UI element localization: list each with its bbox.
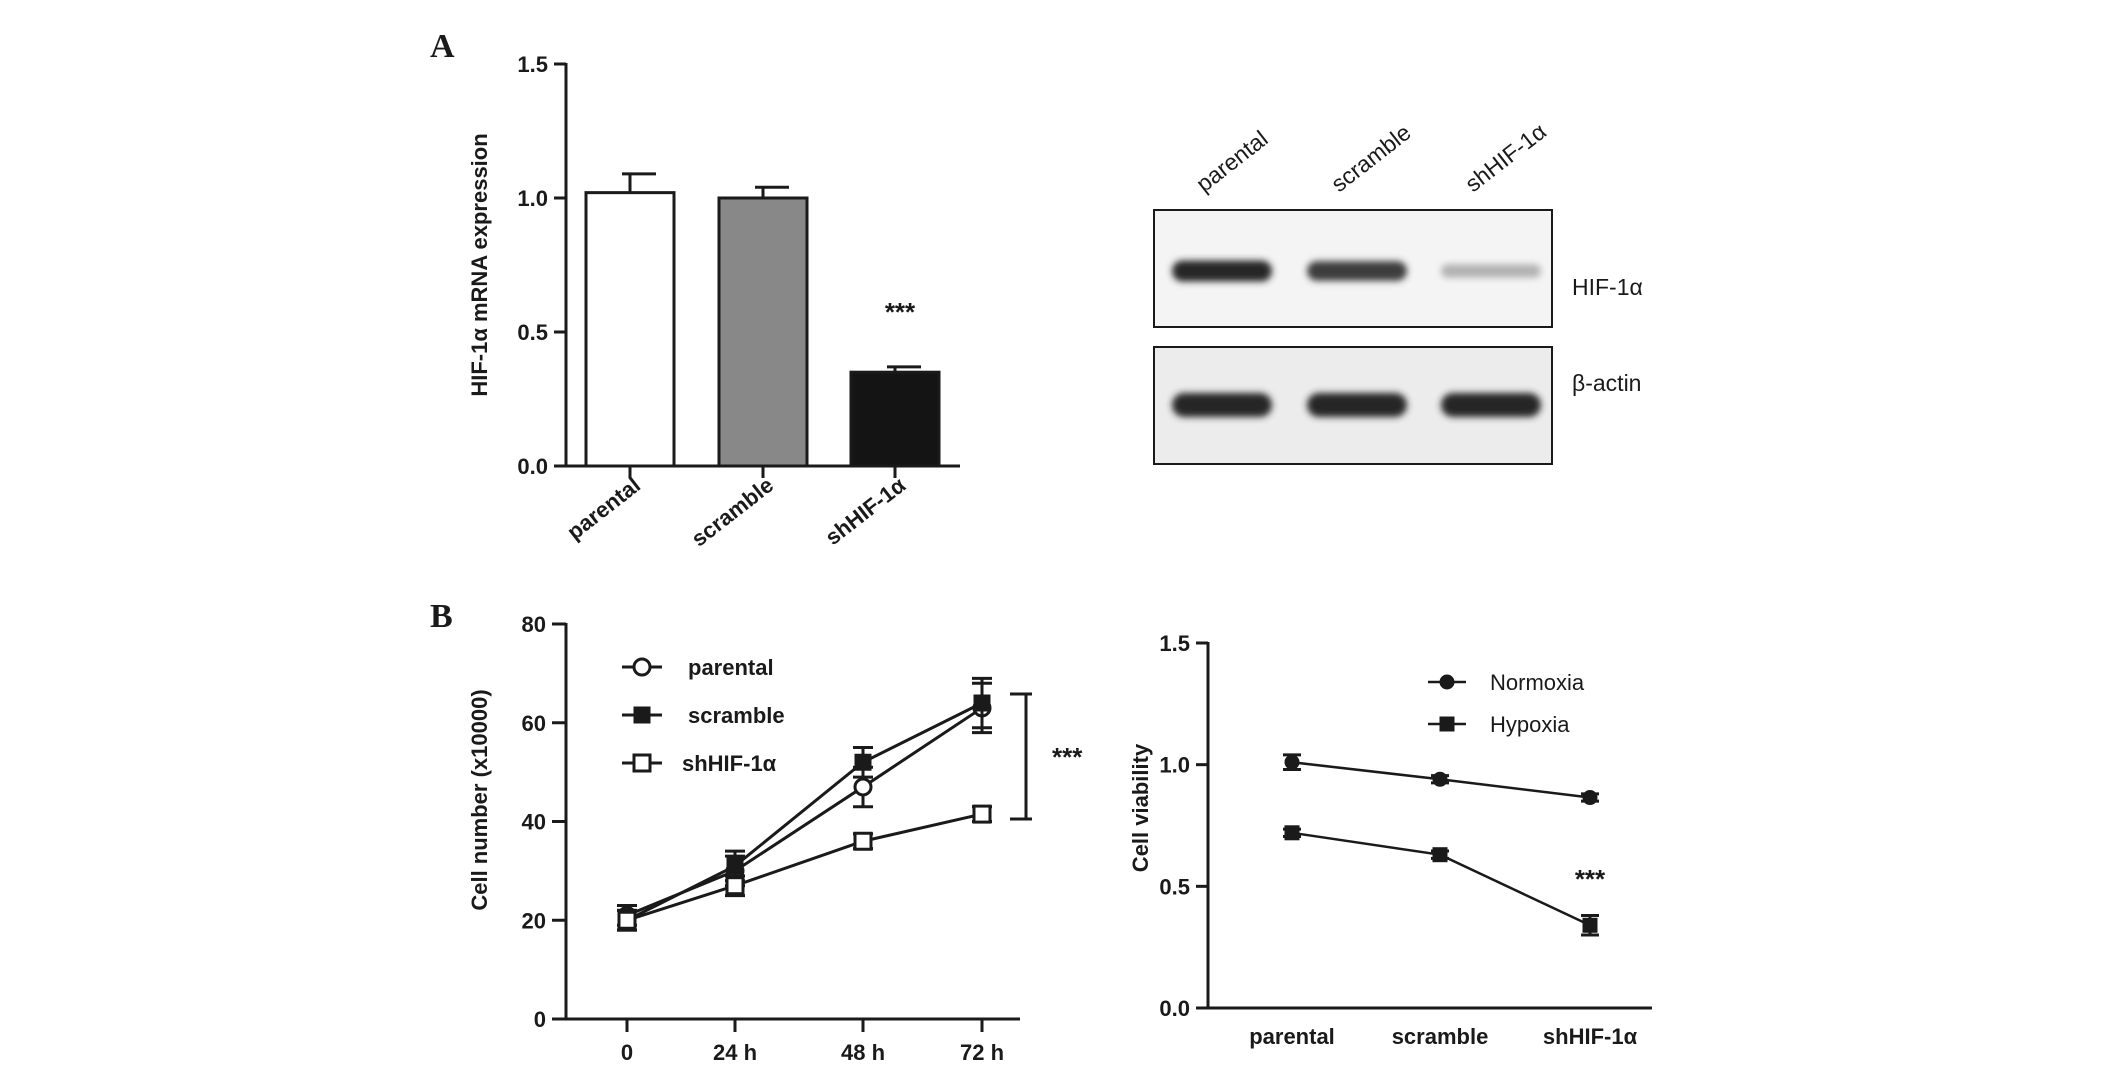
x-tick-label: 24 h xyxy=(713,1040,757,1065)
series-line-1 xyxy=(1291,831,1591,927)
significance-annotation: *** xyxy=(1575,864,1606,894)
y-tick-label: 1.0 xyxy=(1159,753,1190,778)
panel-label-b: B xyxy=(430,598,453,635)
series-line-0 xyxy=(626,706,983,917)
blot-band xyxy=(1307,261,1407,281)
y-tick-label: 1.5 xyxy=(1159,631,1190,656)
y-tick-label: 0.0 xyxy=(517,454,548,479)
data-point xyxy=(1439,716,1455,732)
blot-row-label: β-actin xyxy=(1572,370,1641,396)
x-tick-label: 48 h xyxy=(841,1040,885,1065)
data-point xyxy=(853,777,873,797)
data-point xyxy=(973,694,991,712)
x-tick-label: shHIF-1α xyxy=(820,472,910,550)
x-tick-label: parental xyxy=(562,472,645,544)
y-tick-label: 0.0 xyxy=(1159,996,1190,1021)
y-axis-label: HIF-1α mRNA expression xyxy=(467,133,492,396)
data-point xyxy=(854,753,872,771)
panel-label-a: A xyxy=(430,28,455,65)
y-tick-label: 0 xyxy=(534,1007,546,1032)
y-tick-label: 80 xyxy=(522,612,546,637)
data-point xyxy=(725,876,745,896)
blot-band xyxy=(1307,393,1407,417)
data-point xyxy=(972,804,992,824)
legend-label: parental xyxy=(688,655,774,680)
legend-label: scramble xyxy=(688,703,785,728)
blot-lane-label: shHIF-1α xyxy=(1460,118,1551,197)
data-point xyxy=(726,857,744,875)
y-tick-label: 1.0 xyxy=(517,186,548,211)
data-point xyxy=(1582,790,1598,806)
x-tick-label: parental xyxy=(1249,1024,1335,1049)
blot-band xyxy=(1172,393,1272,417)
x-tick-label: 72 h xyxy=(960,1040,1004,1065)
x-tick-label: 0 xyxy=(621,1040,633,1065)
legend-label: shHIF-1α xyxy=(682,751,777,776)
significance-annotation: *** xyxy=(885,297,916,327)
data-point xyxy=(1582,917,1598,933)
growth-line-chart: 0 20 40 60 80 Cell number (x10000) 0 24 h 48 h 72… xyxy=(467,612,1083,1065)
legend-label: Normoxia xyxy=(1490,670,1585,695)
significance-annotation: *** xyxy=(1052,742,1083,772)
y-tick-label: 0.5 xyxy=(1159,874,1190,899)
blot-band xyxy=(1441,393,1541,417)
legend-label: Hypoxia xyxy=(1490,712,1570,737)
viability-line-chart: 0.0 0.5 1.0 1.5 Cell viability parental scramb… xyxy=(1128,631,1652,1049)
y-tick-label: 60 xyxy=(522,711,546,736)
y-tick-label: 0.5 xyxy=(517,320,548,345)
series-line-1 xyxy=(626,701,983,922)
bar-1 xyxy=(717,196,809,468)
y-tick-label: 20 xyxy=(522,908,546,933)
series-line-2 xyxy=(626,812,983,922)
blot-lane-label: scramble xyxy=(1326,119,1416,197)
blot-row-label: HIF-1α xyxy=(1572,274,1643,300)
data-point xyxy=(1432,771,1448,787)
x-tick-label: scramble xyxy=(1392,1024,1489,1049)
data-point xyxy=(1439,674,1455,690)
data-point xyxy=(617,910,637,930)
y-tick-label: 40 xyxy=(522,810,546,835)
data-point xyxy=(632,657,652,677)
bar-0 xyxy=(584,191,676,468)
data-point xyxy=(1284,754,1300,770)
y-tick-label: 1.5 xyxy=(517,52,548,77)
data-point xyxy=(853,831,873,851)
blot-band xyxy=(1441,264,1541,278)
bar-2 xyxy=(849,370,941,468)
blot-lane-label: parental xyxy=(1191,125,1273,197)
y-axis-label: Cell number (x10000) xyxy=(467,689,492,910)
western-blot: parental scramble shHIF-1α HIF-1α β-actin xyxy=(1153,118,1643,465)
mrna-bar-chart: 0.0 0.5 1.0 1.5 HIF-1α mRNA expression parent… xyxy=(467,52,960,551)
x-tick-label: shHIF-1α xyxy=(1543,1024,1638,1049)
data-point xyxy=(633,706,651,724)
x-tick-label: scramble xyxy=(687,472,779,551)
y-axis-label: Cell viability xyxy=(1128,743,1153,872)
data-point xyxy=(1284,825,1300,841)
blot-band xyxy=(1172,260,1272,282)
data-point xyxy=(632,753,652,773)
data-point xyxy=(1432,847,1448,863)
